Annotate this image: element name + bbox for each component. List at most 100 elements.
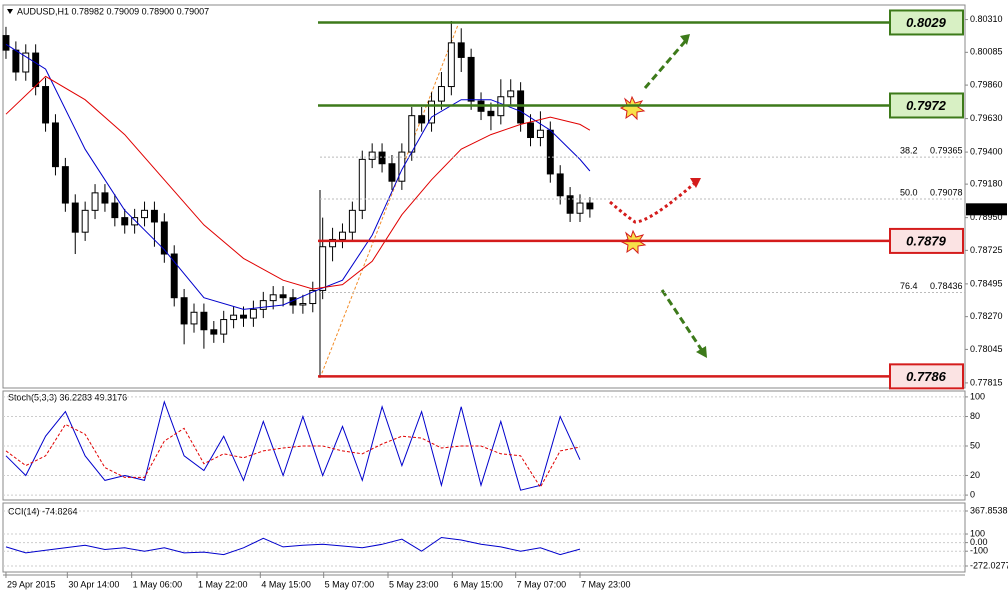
cci-panel	[2, 502, 966, 573]
candle-body	[180, 297, 188, 325]
x-tick-label: 29 Apr 2015	[7, 579, 56, 589]
candle-body	[240, 314, 247, 319]
candle-body	[121, 217, 129, 226]
candle-body	[12, 49, 20, 73]
candle-body	[576, 202, 584, 214]
y-tick-label: 80	[970, 411, 980, 421]
x-tick-label: 7 May 07:00	[517, 579, 567, 589]
candle-body	[418, 115, 426, 124]
candle-body	[348, 209, 356, 233]
y-tick-label: 0.80310	[970, 14, 1003, 24]
y-tick-label: 0.79180	[970, 178, 1003, 188]
main-panel	[2, 4, 966, 389]
arrow-head	[680, 34, 690, 45]
x-tick-label: 6 May 15:00	[453, 579, 503, 589]
candle-body	[22, 52, 30, 73]
fib-level-label: 76.4	[900, 281, 918, 291]
level-box	[889, 227, 964, 254]
candle-body	[259, 300, 267, 310]
y-tick-label: 0.80085	[970, 47, 1003, 57]
candle-body	[319, 246, 327, 291]
level-box	[889, 363, 964, 390]
y-tick-label: 100	[970, 528, 985, 538]
candle-body	[111, 202, 119, 219]
candle-body	[467, 56, 475, 102]
candle-body	[51, 122, 59, 168]
x-tick-label: 5 May 23:00	[389, 579, 439, 589]
candle-body	[299, 303, 307, 306]
candle-body	[437, 86, 445, 102]
candle-body	[61, 166, 69, 204]
candle-body	[546, 129, 554, 175]
candle-body	[131, 217, 139, 226]
y-tick-label: 367.8538	[970, 505, 1008, 515]
arrow-down	[660, 289, 705, 353]
candle-body	[408, 115, 416, 153]
y-tick-label: 0.79860	[970, 79, 1003, 89]
candle-body	[507, 90, 515, 98]
y-tick-label: 0.78725	[970, 245, 1003, 255]
level-box	[889, 92, 964, 119]
candle-body	[428, 100, 436, 124]
candle-body	[150, 209, 158, 223]
fib-price-label: 0.79078	[930, 187, 963, 197]
candle-body	[91, 192, 99, 211]
candle-body	[249, 308, 257, 319]
x-tick-label: 5 May 07:00	[325, 579, 375, 589]
level-label: 0.7972	[906, 98, 947, 113]
fib-price-label: 0.79365	[930, 146, 963, 156]
y-tick-label: 0.78045	[970, 344, 1003, 354]
star	[619, 95, 646, 121]
candle-body	[289, 297, 297, 306]
x-tick-label: 1 May 22:00	[198, 579, 248, 589]
y-tick-label: 100	[970, 391, 985, 401]
y-tick-label: -272.0277	[970, 560, 1008, 570]
series-line	[5, 536, 581, 556]
candle-body	[556, 173, 564, 197]
y-tick-label: 0.78950	[970, 212, 1003, 222]
candle-body	[81, 209, 89, 233]
candle-body	[536, 129, 544, 139]
series-line	[5, 400, 581, 491]
fib-level-label: 50.0	[900, 187, 918, 197]
menu-triangle	[7, 9, 13, 14]
candle-body	[2, 35, 10, 51]
fib-price-label: 0.78436	[930, 281, 963, 291]
candle-body	[388, 163, 396, 182]
y-tick-label: 0.77815	[970, 377, 1003, 387]
candle-body	[309, 289, 317, 305]
cci-title: CCI(14) -74.8264	[8, 506, 78, 516]
x-tick-label: 1 May 06:00	[133, 579, 183, 589]
x-tick-label: 30 Apr 14:00	[68, 579, 119, 589]
candle-body	[210, 329, 218, 335]
candle-body	[141, 209, 148, 219]
candle-body	[190, 311, 198, 325]
candle-body	[517, 90, 525, 124]
candle-body	[527, 122, 534, 139]
candle-body	[447, 42, 455, 88]
last-price-label: 0.79007	[969, 204, 1002, 214]
candle-body	[398, 151, 406, 182]
candle-body	[378, 151, 386, 165]
last-price-tag	[966, 203, 1007, 216]
candle-body	[566, 195, 574, 214]
candle-body	[170, 253, 178, 299]
x-tick-label: 4 May 15:00	[261, 579, 311, 589]
level-label: 0.7879	[906, 233, 947, 248]
candle-body	[487, 110, 495, 117]
series-line	[5, 75, 591, 290]
y-tick-label: 0	[970, 489, 975, 499]
fib-level-label: 38.2	[900, 146, 918, 156]
candle-body	[368, 151, 376, 160]
y-tick-label: 0.00	[970, 537, 988, 547]
candle-body	[329, 238, 337, 248]
fib-line	[319, 24, 459, 379]
candle-body	[279, 294, 287, 299]
candle-body	[457, 42, 465, 58]
y-tick-label: 20	[970, 470, 980, 480]
y-tick-label: 0.78270	[970, 311, 1003, 321]
level-label: 0.7786	[906, 369, 947, 384]
candle-body	[101, 192, 109, 204]
